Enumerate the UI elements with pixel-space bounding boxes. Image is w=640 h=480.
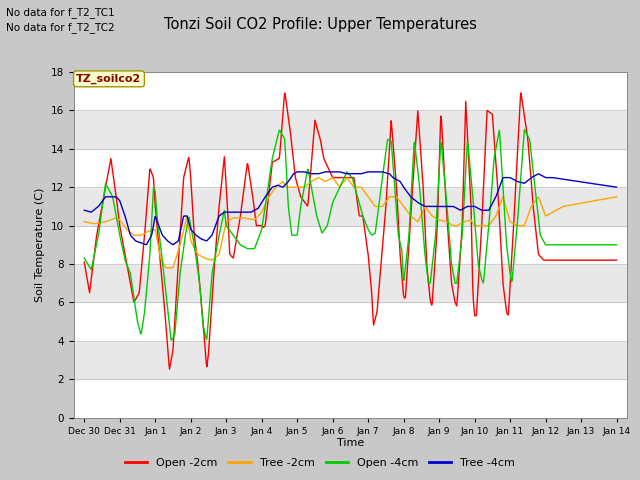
Bar xyxy=(74,379,627,418)
Bar xyxy=(74,302,627,341)
Bar xyxy=(74,149,627,187)
Text: Tonzi Soil CO2 Profile: Upper Temperatures: Tonzi Soil CO2 Profile: Upper Temperatur… xyxy=(164,17,476,32)
X-axis label: Time: Time xyxy=(337,438,364,448)
Legend: Open -2cm, Tree -2cm, Open -4cm, Tree -4cm: Open -2cm, Tree -2cm, Open -4cm, Tree -4… xyxy=(120,453,520,472)
Y-axis label: Soil Temperature (C): Soil Temperature (C) xyxy=(35,188,45,302)
Text: TZ_soilco2: TZ_soilco2 xyxy=(76,74,141,84)
Bar xyxy=(74,226,627,264)
Bar xyxy=(74,264,627,302)
Text: No data for f_T2_TC1: No data for f_T2_TC1 xyxy=(6,7,115,18)
Text: No data for f_T2_TC2: No data for f_T2_TC2 xyxy=(6,22,115,33)
Bar xyxy=(74,72,627,110)
Bar xyxy=(74,187,627,226)
Bar xyxy=(74,341,627,379)
Bar xyxy=(74,110,627,149)
